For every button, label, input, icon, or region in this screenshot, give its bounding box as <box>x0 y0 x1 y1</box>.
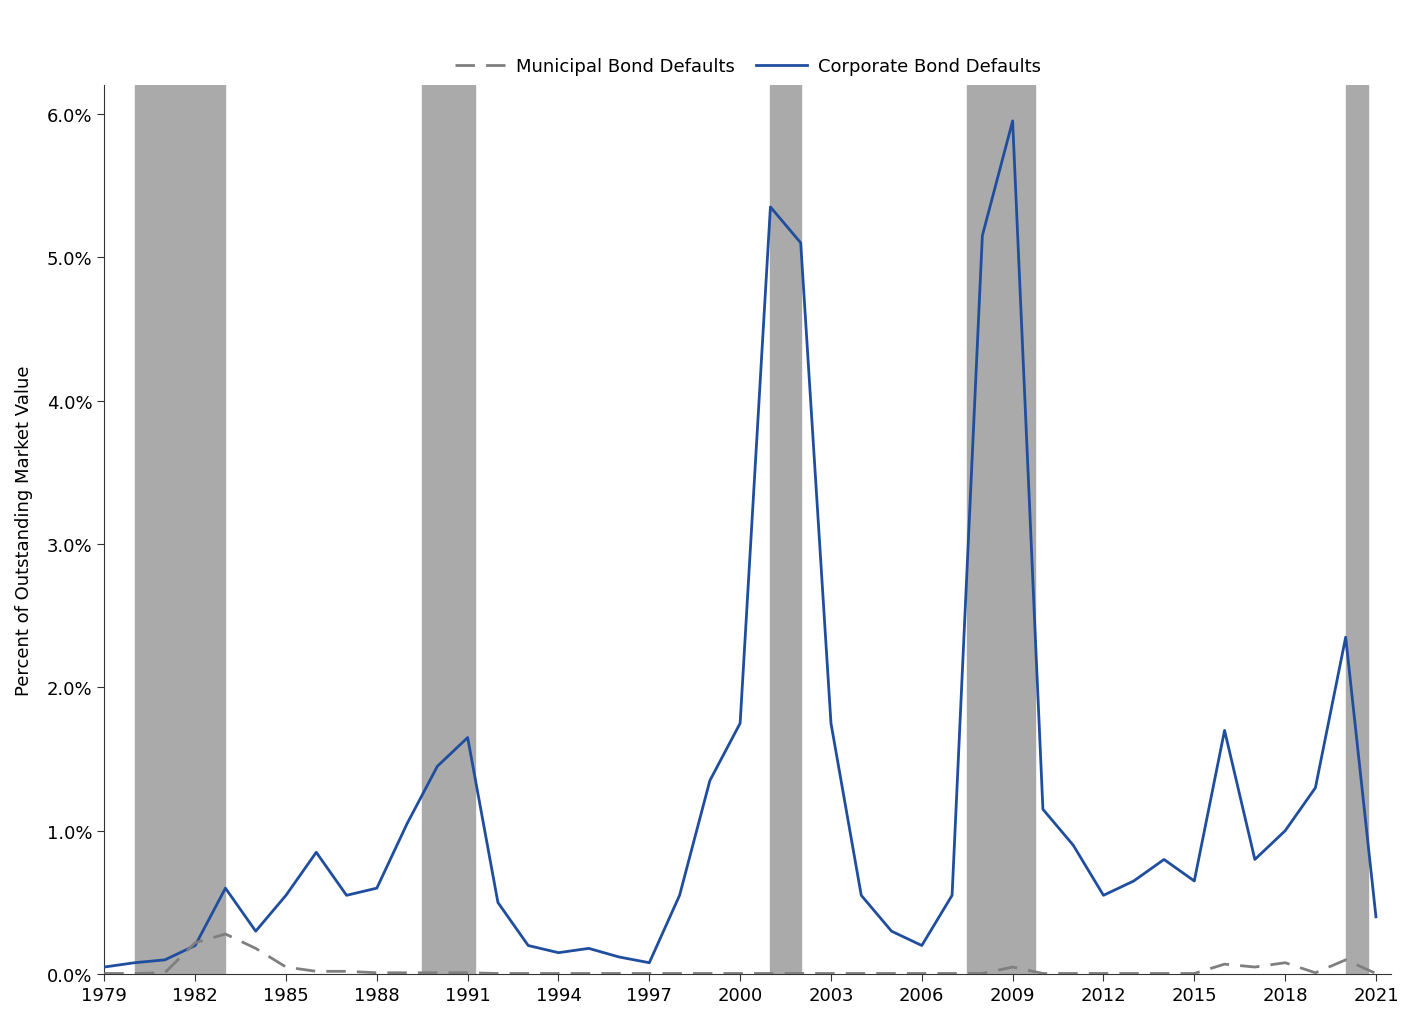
Municipal Bond Defaults <box>852 967 869 979</box>
Corporate Bond Defaults <box>1065 840 1082 852</box>
Corporate Bond Defaults <box>581 943 598 955</box>
Corporate Bond Defaults <box>520 940 537 952</box>
Corporate Bond Defaults <box>126 957 143 969</box>
Municipal Bond Defaults <box>792 967 809 979</box>
Corporate Bond Defaults <box>852 890 869 902</box>
Municipal Bond Defaults <box>1095 967 1112 979</box>
Corporate Bond Defaults <box>1155 854 1172 866</box>
Municipal Bond Defaults <box>96 967 113 979</box>
Corporate Bond Defaults <box>884 925 901 937</box>
Corporate Bond Defaults <box>1368 911 1385 923</box>
Municipal Bond Defaults <box>974 967 991 979</box>
Corporate Bond Defaults <box>549 947 566 959</box>
Corporate Bond Defaults <box>1095 890 1112 902</box>
Municipal Bond Defaults <box>913 967 930 979</box>
Municipal Bond Defaults <box>368 967 385 979</box>
Corporate Bond Defaults <box>1035 803 1052 815</box>
Municipal Bond Defaults <box>1065 967 1082 979</box>
Corporate Bond Defaults <box>429 760 446 772</box>
Corporate Bond Defaults <box>1277 824 1294 837</box>
Corporate Bond Defaults <box>913 940 930 952</box>
Municipal Bond Defaults <box>217 928 234 941</box>
Bar <box>422 86 476 974</box>
Corporate Bond Defaults <box>1246 854 1263 866</box>
Corporate Bond Defaults <box>187 940 204 952</box>
Corporate Bond Defaults <box>490 897 507 909</box>
Municipal Bond Defaults <box>520 967 537 979</box>
Municipal Bond Defaults <box>1185 967 1202 979</box>
Corporate Bond Defaults <box>943 890 960 902</box>
Municipal Bond Defaults <box>1277 957 1294 969</box>
Municipal Bond Defaults <box>1368 967 1385 979</box>
Corporate Bond Defaults <box>1185 875 1202 888</box>
Municipal Bond Defaults <box>187 936 204 949</box>
Corporate Bond Defaults <box>338 890 355 902</box>
Y-axis label: Percent of Outstanding Market Value: Percent of Outstanding Market Value <box>16 365 33 695</box>
Municipal Bond Defaults <box>459 967 476 979</box>
Bar <box>1345 86 1368 974</box>
Municipal Bond Defaults <box>1246 961 1263 973</box>
Municipal Bond Defaults <box>762 967 779 979</box>
Municipal Bond Defaults <box>1216 958 1233 970</box>
Municipal Bond Defaults <box>732 967 749 979</box>
Bar <box>135 86 225 974</box>
Municipal Bond Defaults <box>278 961 295 973</box>
Corporate Bond Defaults <box>96 961 113 973</box>
Municipal Bond Defaults <box>398 967 415 979</box>
Corporate Bond Defaults <box>156 954 173 966</box>
Municipal Bond Defaults <box>610 967 627 979</box>
Corporate Bond Defaults <box>974 230 991 243</box>
Municipal Bond Defaults <box>549 967 566 979</box>
Municipal Bond Defaults <box>943 967 960 979</box>
Corporate Bond Defaults <box>701 774 718 787</box>
Corporate Bond Defaults <box>823 717 840 730</box>
Corporate Bond Defaults <box>307 847 324 859</box>
Corporate Bond Defaults <box>641 957 658 969</box>
Municipal Bond Defaults <box>156 967 173 979</box>
Line: Municipal Bond Defaults: Municipal Bond Defaults <box>105 934 1376 973</box>
Municipal Bond Defaults <box>1337 954 1354 966</box>
Corporate Bond Defaults <box>610 951 627 963</box>
Municipal Bond Defaults <box>1004 961 1021 973</box>
Municipal Bond Defaults <box>641 967 658 979</box>
Bar <box>770 86 800 974</box>
Corporate Bond Defaults <box>368 882 385 895</box>
Corporate Bond Defaults <box>1307 782 1324 794</box>
Corporate Bond Defaults <box>671 890 688 902</box>
Municipal Bond Defaults <box>701 967 718 979</box>
Corporate Bond Defaults <box>1216 725 1233 737</box>
Municipal Bond Defaults <box>248 943 265 955</box>
Municipal Bond Defaults <box>338 965 355 977</box>
Corporate Bond Defaults <box>398 817 415 829</box>
Corporate Bond Defaults <box>1126 875 1143 888</box>
Corporate Bond Defaults <box>1004 116 1021 128</box>
Municipal Bond Defaults <box>429 967 446 979</box>
Bar <box>967 86 1035 974</box>
Line: Corporate Bond Defaults: Corporate Bond Defaults <box>105 122 1376 967</box>
Municipal Bond Defaults <box>671 967 688 979</box>
Municipal Bond Defaults <box>1035 967 1052 979</box>
Municipal Bond Defaults <box>1155 967 1172 979</box>
Corporate Bond Defaults <box>217 882 234 895</box>
Municipal Bond Defaults <box>581 967 598 979</box>
Corporate Bond Defaults <box>278 890 295 902</box>
Corporate Bond Defaults <box>459 732 476 744</box>
Legend: Municipal Bond Defaults, Corporate Bond Defaults: Municipal Bond Defaults, Corporate Bond … <box>447 51 1048 83</box>
Municipal Bond Defaults <box>823 967 840 979</box>
Municipal Bond Defaults <box>1126 967 1143 979</box>
Municipal Bond Defaults <box>1307 967 1324 979</box>
Corporate Bond Defaults <box>762 202 779 214</box>
Municipal Bond Defaults <box>490 967 507 979</box>
Municipal Bond Defaults <box>126 967 143 979</box>
Municipal Bond Defaults <box>884 967 901 979</box>
Corporate Bond Defaults <box>248 925 265 937</box>
Corporate Bond Defaults <box>732 717 749 730</box>
Municipal Bond Defaults <box>307 965 324 977</box>
Corporate Bond Defaults <box>792 237 809 250</box>
Corporate Bond Defaults <box>1337 632 1354 644</box>
